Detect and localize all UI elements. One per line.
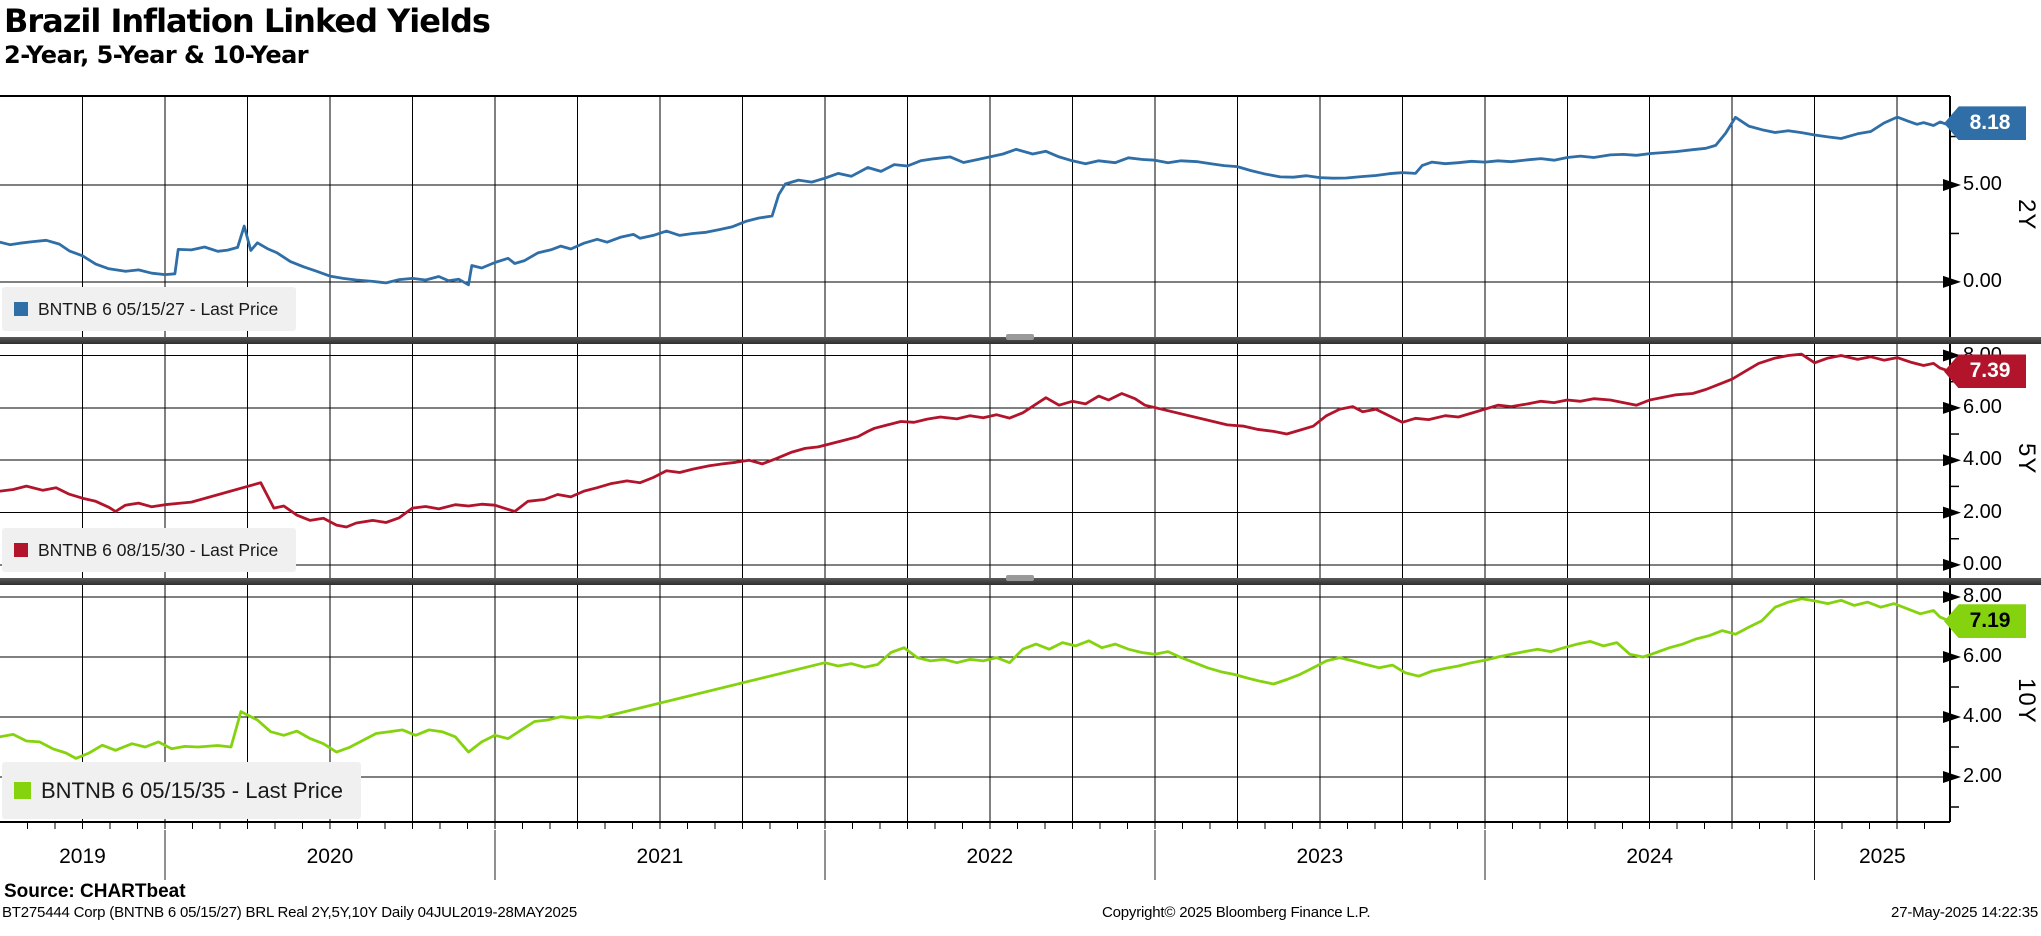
y-tick-label: 4.00 xyxy=(1963,448,2002,471)
y-tick-label: 0.00 xyxy=(1963,552,2002,575)
x-tick-label-2020: 2020 xyxy=(306,845,354,868)
legend-label: BNTNB 6 05/15/27 - Last Price xyxy=(38,298,279,319)
tick-arrow-icon xyxy=(1943,454,1961,467)
last-price-badge-5y: 7.39 xyxy=(1944,354,2026,389)
panel-divider-grip[interactable] xyxy=(1006,334,1034,340)
security-meta-label: BT275444 Corp (BNTNB 6 05/15/27) BRL Rea… xyxy=(2,904,577,921)
tick-arrow-icon xyxy=(1943,558,1961,571)
x-tick-label-2025: 2025 xyxy=(1859,845,1906,868)
x-tick-label-2024: 2024 xyxy=(1626,845,1674,868)
page-title: Brazil Inflation Linked Yields xyxy=(4,2,491,40)
series-line-5y xyxy=(0,352,1952,529)
legend-5y[interactable]: BNTNB 6 08/15/30 - Last Price xyxy=(2,528,297,572)
tick-arrow-icon xyxy=(1943,771,1961,783)
x-tick-label-2023: 2023 xyxy=(1296,845,1344,868)
series-line-2y xyxy=(0,115,1952,287)
panel-divider[interactable] xyxy=(0,337,2041,344)
y-tick-label: 8.00 xyxy=(1963,585,2002,607)
panel-axis-label-5y: 5Y xyxy=(2013,443,2040,475)
y-tick-label: 6.00 xyxy=(1963,645,2002,667)
y-tick-label: 2.00 xyxy=(1963,500,2002,523)
copyright-label: Copyright© 2025 Bloomberg Finance L.P. xyxy=(1102,904,1371,921)
tick-arrow-icon xyxy=(1943,651,1961,663)
tick-arrow-icon xyxy=(1943,506,1961,519)
legend-label: BNTNB 6 05/15/35 - Last Price xyxy=(41,777,344,803)
chart-subtitle: 2-Year, 5-Year & 10-Year xyxy=(4,41,309,69)
source-label: Source: CHARTbeat xyxy=(4,881,186,902)
series-line-10y xyxy=(0,597,1952,760)
last-price-badge-10y: 7.19 xyxy=(1944,604,2026,639)
timestamp-label: 27-May-2025 14:22:35 xyxy=(1891,904,2038,921)
tick-arrow-icon xyxy=(1943,711,1961,723)
y-tick-label: 4.00 xyxy=(1963,705,2002,727)
tick-arrow-icon xyxy=(1943,401,1961,414)
tick-arrow-icon xyxy=(1943,178,1961,191)
y-tick-label: 6.00 xyxy=(1963,395,2002,418)
tick-arrow-icon xyxy=(1943,591,1961,603)
legend-marker-icon xyxy=(14,543,28,557)
legend-2y[interactable]: BNTNB 6 05/15/27 - Last Price xyxy=(2,287,297,331)
x-tick-label-2022: 2022 xyxy=(966,845,1014,868)
legend-10y[interactable]: BNTNB 6 05/15/35 - Last Price xyxy=(2,762,362,819)
panel-divider[interactable] xyxy=(0,578,2041,585)
panel-divider-grip[interactable] xyxy=(1006,575,1034,581)
y-tick-label: 5.00 xyxy=(1963,172,2002,195)
y-tick-label: 0.00 xyxy=(1963,269,2002,292)
y-tick-label: 2.00 xyxy=(1963,765,2002,787)
panel-axis-label-2y: 2Y xyxy=(2013,198,2040,230)
legend-marker-icon xyxy=(14,302,28,316)
legend-marker-icon xyxy=(14,782,31,799)
tick-arrow-icon xyxy=(1943,349,1961,362)
legend-label: BNTNB 6 08/15/30 - Last Price xyxy=(38,539,279,560)
x-tick-label-2019: 2019 xyxy=(59,845,106,868)
x-tick-label-2021: 2021 xyxy=(636,845,684,868)
tick-arrow-icon xyxy=(1943,275,1961,288)
panel-axis-label-10y: 10Y xyxy=(2013,677,2040,724)
last-price-badge-2y: 8.18 xyxy=(1944,106,2026,141)
